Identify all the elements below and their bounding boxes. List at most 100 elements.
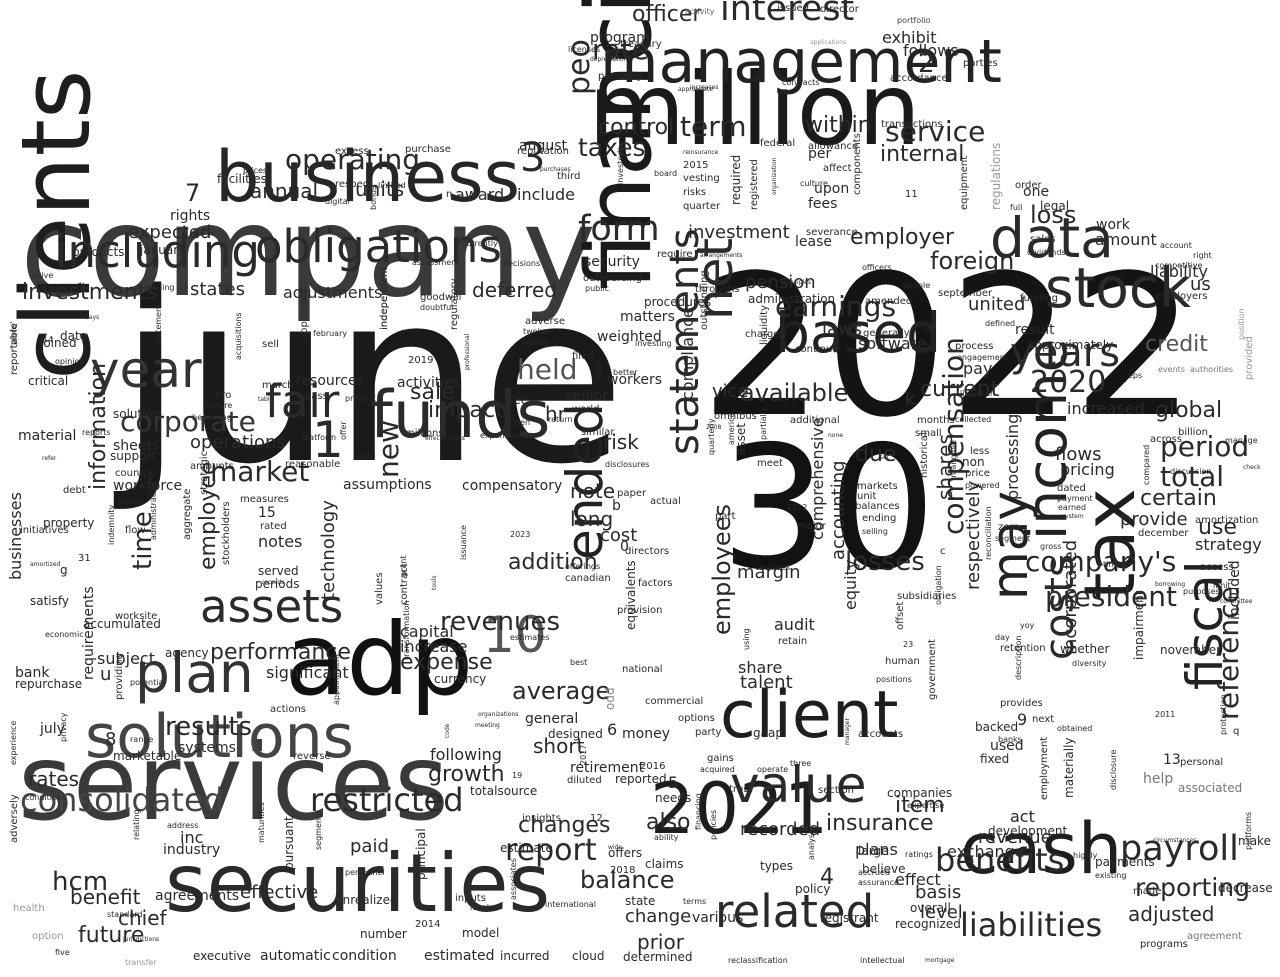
word: programs: [1140, 939, 1188, 950]
word: option: [32, 931, 64, 942]
word: 13: [1163, 751, 1181, 768]
word: using: [742, 628, 751, 650]
word: government: [927, 639, 938, 700]
word: 1: [312, 411, 344, 469]
word: administrative: [149, 482, 158, 540]
word: administration: [748, 292, 836, 307]
word: 4: [820, 865, 834, 891]
word: estimate: [500, 841, 553, 856]
word: applications: [810, 39, 847, 47]
word: internal: [880, 142, 965, 168]
word: general: [525, 710, 579, 727]
word: party: [695, 727, 722, 738]
word: purchase: [405, 144, 451, 155]
word: 7: [185, 178, 201, 207]
word: cost: [600, 524, 638, 546]
word: program: [590, 29, 650, 46]
word: laws: [822, 318, 863, 340]
word: audit: [774, 615, 815, 635]
word: omnibus: [714, 411, 757, 422]
word: amortization: [1195, 515, 1259, 526]
word: revenue: [978, 826, 1052, 848]
word: repurchase: [15, 677, 83, 692]
word: account: [1160, 240, 1192, 250]
word: provision: [617, 605, 663, 616]
word: pursuant: [282, 816, 296, 870]
word: flow: [125, 525, 146, 536]
word: businesses: [6, 492, 25, 580]
word: stock: [1045, 256, 1191, 320]
word: benefits: [935, 841, 1065, 880]
word: consolidated: [20, 781, 224, 820]
word: purposes: [1183, 586, 1220, 596]
word: world: [572, 404, 600, 415]
word: 2021: [650, 768, 829, 850]
word: process: [955, 341, 994, 352]
word: zero: [998, 522, 1020, 533]
word: potential: [130, 677, 166, 687]
word: circumstances: [1153, 837, 1197, 845]
word: reinsurance: [683, 149, 719, 157]
word: 11: [905, 189, 918, 200]
word: reverse: [293, 751, 331, 762]
word: system: [1062, 513, 1084, 521]
word: protection: [1219, 694, 1228, 735]
word: basis: [915, 881, 962, 903]
word: regulations: [989, 142, 1003, 210]
word: code: [444, 723, 451, 738]
word: additional: [790, 415, 840, 426]
word: prior: [637, 930, 684, 954]
word: chief: [118, 906, 167, 930]
word: rated: [260, 521, 287, 532]
word: activity: [685, 6, 715, 16]
word: december: [1138, 528, 1189, 539]
word: check: [1243, 464, 1261, 472]
word: competitive: [1155, 260, 1203, 270]
word: accrued: [858, 867, 891, 877]
word: adversely: [9, 794, 20, 843]
word: reputation: [517, 146, 569, 157]
word: solutions: [85, 702, 354, 772]
word: excess: [335, 146, 369, 157]
word: award: [455, 185, 505, 205]
word: available: [740, 378, 849, 407]
word: return: [548, 414, 573, 424]
word: balance: [580, 865, 675, 894]
word: based: [775, 301, 942, 365]
word: use: [1198, 515, 1237, 541]
word: levels: [470, 902, 494, 912]
word: third: [557, 171, 581, 182]
word: measures: [240, 494, 289, 505]
word: months: [917, 415, 955, 426]
word: periods: [255, 577, 300, 592]
word: 15: [258, 504, 276, 521]
word: gaap: [753, 726, 783, 741]
word: following: [430, 745, 502, 765]
word: determined: [623, 950, 693, 965]
word: 2023: [510, 529, 531, 539]
word: incurred: [500, 949, 550, 964]
word: committee: [1220, 598, 1253, 606]
word: licenses: [568, 44, 601, 54]
word: market: [210, 454, 310, 488]
word: relating: [132, 809, 141, 840]
word: executive: [193, 949, 252, 964]
word: treasury: [620, 39, 662, 50]
word: us: [1190, 273, 1211, 295]
word: order: [1015, 180, 1042, 191]
word: ratings: [905, 849, 933, 859]
word: refer: [42, 455, 57, 463]
word: amortized: [30, 561, 61, 569]
word: millions: [405, 428, 444, 439]
word: effect: [895, 870, 941, 890]
word: less: [970, 446, 990, 457]
word: effective: [240, 881, 319, 903]
word: equity: [841, 559, 860, 610]
word: best: [570, 657, 588, 667]
word: 2008: [706, 424, 722, 432]
word: weighted: [597, 328, 662, 345]
word: trust: [729, 784, 753, 795]
word: operate: [757, 764, 789, 774]
word: corporate: [120, 404, 256, 438]
word: retain: [778, 636, 808, 647]
